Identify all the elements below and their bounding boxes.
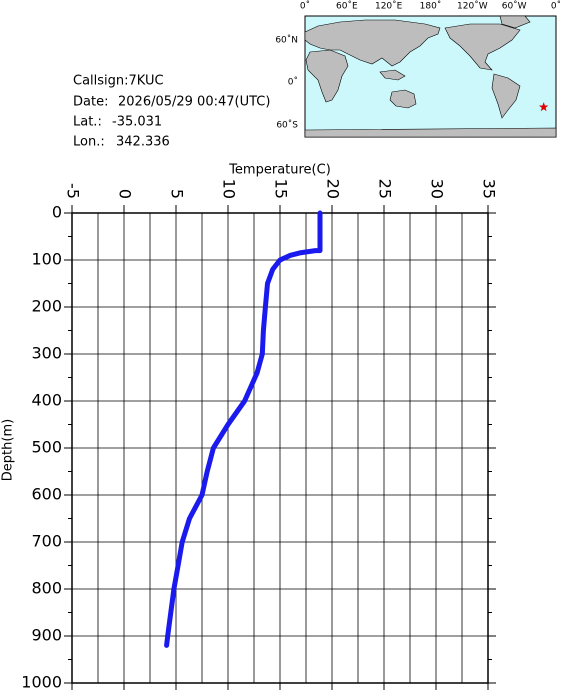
x-tick-label: 25 — [376, 179, 395, 199]
map-lon-label: 180˚ — [420, 1, 442, 12]
x-tick-label: 20 — [324, 179, 343, 199]
y-tick-label: 500 — [31, 438, 62, 457]
map-lat-label: 60˚S — [276, 120, 298, 131]
x-tick-label: 15 — [272, 179, 291, 199]
map-lon-label: 120˚E — [375, 1, 403, 12]
map-lon-label: 0˚ — [551, 1, 561, 12]
x-tick-label: 10 — [220, 179, 239, 199]
map-lat-label: 0˚ — [288, 77, 298, 88]
plot-frame — [71, 212, 489, 684]
y-tick-label: 700 — [31, 532, 62, 551]
y-tick-label: 900 — [31, 626, 62, 645]
y-tick-label: 600 — [31, 485, 62, 504]
land — [304, 15, 557, 138]
x-tick-label: 5 — [168, 189, 187, 199]
y-tick-label: 100 — [31, 250, 62, 269]
lat: -35.031 — [112, 115, 162, 130]
profile-line — [164, 210, 323, 648]
info-block: Callsign:7KUC Date: 2026/05/29 00:47(UTC… — [73, 74, 270, 150]
date: 2026/05/29 00:47(UTC) — [118, 95, 270, 110]
y-tick-label: 1000 — [21, 673, 62, 691]
plot-area: -5 0 5 10 15 20 25 30 35010020030040050060070080… — [21, 179, 499, 692]
x-tick-label: 0 — [116, 189, 135, 199]
lon-label: Lon.: — [73, 135, 105, 150]
x-axis-title: Temperature(C) — [228, 163, 331, 178]
callsign: Callsign:7KUC — [73, 74, 164, 89]
lon: 342.336 — [116, 135, 170, 150]
y-axis-title: Depth(m) — [1, 419, 16, 481]
y-tick-label: 300 — [31, 344, 62, 363]
x-tick-label: -5 — [64, 183, 83, 199]
world-map — [304, 15, 557, 138]
map-lat-label: 60˚N — [275, 35, 298, 46]
date-label: Date: — [73, 95, 108, 110]
y-tick-label: 800 — [31, 579, 62, 598]
y-tick-label: 200 — [31, 297, 62, 316]
x-tick-label: 35 — [480, 179, 499, 199]
position-marker — [538, 102, 549, 112]
y-tick-label: 400 — [31, 391, 62, 410]
map-lon-label: 60˚E — [336, 1, 358, 12]
map-lon-label: 60˚W — [502, 1, 527, 12]
map-lon-label: 0˚ — [300, 1, 310, 12]
y-tick-label: 0 — [52, 203, 62, 222]
x-tick-label: 30 — [428, 179, 447, 199]
map-lon-label: 120˚W — [457, 1, 488, 12]
lat-label: Lat.: — [73, 115, 102, 130]
